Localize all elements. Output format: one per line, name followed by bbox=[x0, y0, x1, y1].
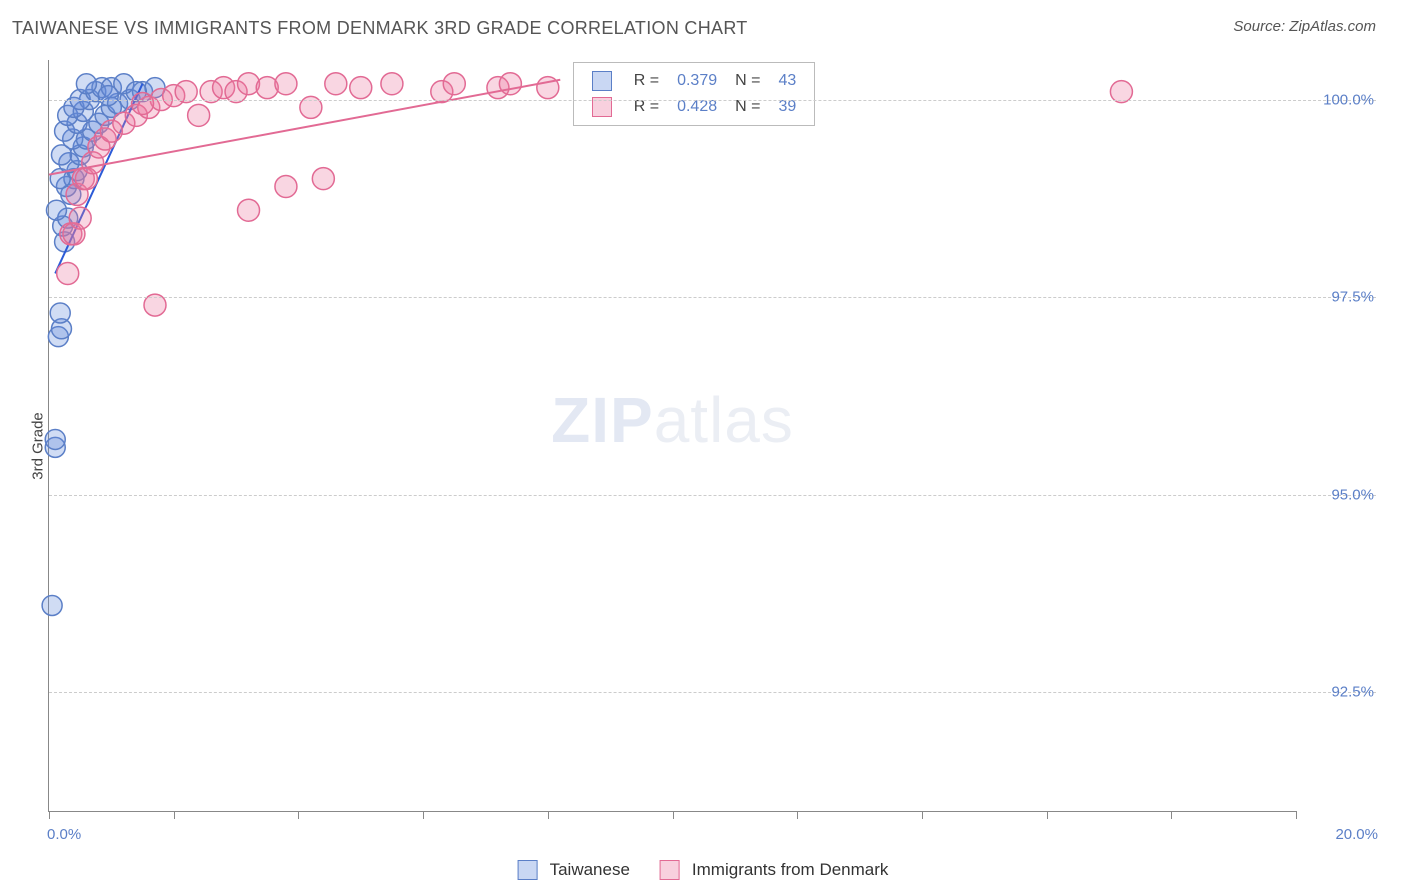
data-point bbox=[312, 168, 334, 190]
x-tick bbox=[1047, 811, 1048, 819]
data-point bbox=[188, 104, 210, 126]
r-value: 0.379 bbox=[669, 69, 725, 93]
x-tick bbox=[1171, 811, 1172, 819]
data-point bbox=[76, 74, 96, 94]
data-point bbox=[238, 199, 260, 221]
y-tick-label: 95.0% bbox=[1304, 486, 1374, 503]
legend-item: Immigrants from Denmark bbox=[660, 860, 888, 880]
x-tick bbox=[922, 811, 923, 819]
source-prefix: Source: bbox=[1233, 18, 1289, 35]
scatter-svg bbox=[49, 60, 1296, 811]
data-point bbox=[69, 207, 91, 229]
y-tick-label: 97.5% bbox=[1304, 289, 1374, 306]
y-tick-label: 100.0% bbox=[1304, 91, 1374, 108]
x-tick bbox=[1296, 811, 1297, 819]
gridline bbox=[49, 495, 1376, 496]
x-min-label: 0.0% bbox=[47, 826, 81, 843]
x-tick bbox=[548, 811, 549, 819]
legend-label: Immigrants from Denmark bbox=[692, 860, 888, 880]
source-name: ZipAtlas.com bbox=[1289, 18, 1376, 35]
chart-area: 3rd Grade ZIPatlas R =0.379N =43R =0.428… bbox=[12, 50, 1376, 842]
data-point bbox=[46, 200, 66, 220]
x-tick bbox=[797, 811, 798, 819]
x-tick bbox=[298, 811, 299, 819]
plot-region: ZIPatlas R =0.379N =43R =0.428N =39 92.5… bbox=[48, 60, 1296, 812]
data-point bbox=[325, 73, 347, 95]
x-max-label: 20.0% bbox=[1335, 826, 1378, 843]
gridline bbox=[49, 297, 1376, 298]
correlation-box: R =0.379N =43R =0.428N =39 bbox=[573, 62, 816, 126]
data-point bbox=[98, 86, 118, 106]
data-point bbox=[381, 73, 403, 95]
x-tick bbox=[49, 811, 50, 819]
x-tick bbox=[673, 811, 674, 819]
chart-title: TAIWANESE VS IMMIGRANTS FROM DENMARK 3RD… bbox=[12, 18, 748, 39]
y-tick-label: 92.5% bbox=[1304, 684, 1374, 701]
data-point bbox=[132, 92, 154, 114]
x-tick bbox=[174, 811, 175, 819]
data-point bbox=[275, 73, 297, 95]
data-point bbox=[50, 303, 70, 323]
data-point bbox=[57, 262, 79, 284]
gridline bbox=[49, 100, 1376, 101]
x-tick bbox=[423, 811, 424, 819]
legend-item: Taiwanese bbox=[518, 860, 630, 880]
n-label: N = bbox=[727, 69, 768, 93]
series-swatch bbox=[592, 71, 612, 91]
gridline bbox=[49, 692, 1376, 693]
r-label: R = bbox=[626, 69, 667, 93]
chart-source: Source: ZipAtlas.com bbox=[1233, 18, 1376, 35]
legend-label: Taiwanese bbox=[550, 860, 630, 880]
legend: Taiwanese Immigrants from Denmark bbox=[518, 860, 889, 880]
legend-swatch bbox=[518, 860, 538, 880]
n-value: 43 bbox=[770, 69, 804, 93]
data-point bbox=[443, 73, 465, 95]
data-point bbox=[42, 595, 62, 615]
data-point bbox=[45, 429, 65, 449]
correlation-row: R =0.379N =43 bbox=[584, 69, 805, 93]
data-point bbox=[275, 175, 297, 197]
y-axis-label: 3rd Grade bbox=[29, 412, 46, 480]
data-point bbox=[350, 77, 372, 99]
legend-swatch bbox=[660, 860, 680, 880]
